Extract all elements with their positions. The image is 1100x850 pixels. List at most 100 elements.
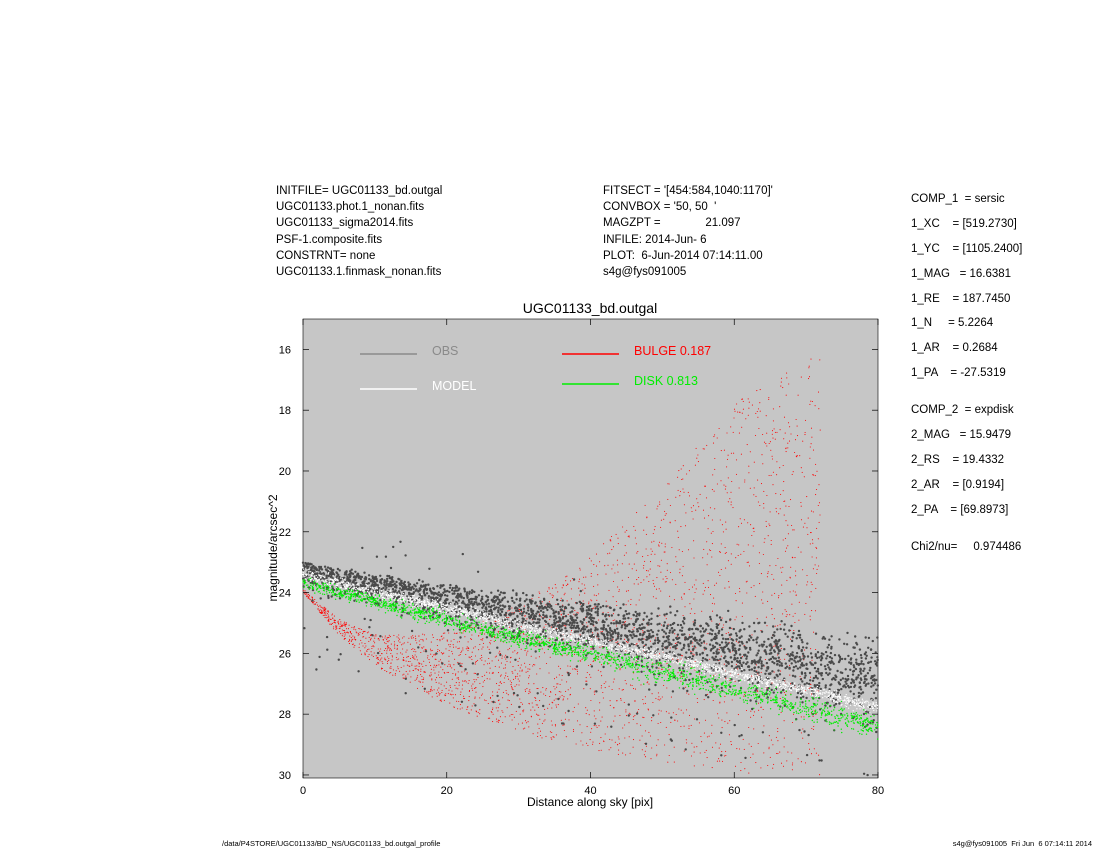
obs-point [848, 661, 851, 664]
bulge-point [431, 656, 434, 658]
bulge-point [414, 648, 416, 650]
bulge-point [715, 582, 717, 584]
bulge-point [571, 630, 573, 632]
bulge-point [457, 708, 459, 710]
bulge-point [647, 554, 649, 557]
obs-point [757, 661, 760, 664]
bulge-point [311, 598, 313, 600]
bulge-point [730, 504, 732, 506]
bulge-point [381, 636, 383, 638]
obs-point [772, 691, 775, 694]
bulge-point [608, 662, 610, 664]
obs-point [357, 576, 360, 579]
obs-point [427, 595, 431, 598]
bulge-point [635, 604, 637, 606]
obs-point [587, 629, 590, 632]
bulge-point [694, 669, 696, 671]
bulge-point [538, 641, 540, 643]
obs-point [650, 617, 653, 620]
bulge-point [582, 589, 584, 591]
obs-point [385, 577, 389, 581]
bulge-point [423, 671, 425, 673]
bulge-point [721, 524, 723, 526]
bulge-point [776, 752, 778, 755]
obs-point [762, 643, 765, 646]
bulge-point [375, 635, 377, 637]
bulge-point [800, 761, 802, 763]
bulge-point [512, 713, 514, 716]
bulge-point [428, 691, 430, 693]
bulge-point [749, 487, 751, 489]
bulge-point [721, 617, 723, 619]
bulge-point [443, 671, 445, 673]
bulge-point [549, 619, 551, 621]
obs-point [575, 601, 578, 605]
bulge-point [343, 623, 345, 625]
bulge-point [465, 653, 467, 656]
obs-point [748, 625, 751, 628]
bulge-point [609, 552, 611, 554]
obs-point [816, 677, 819, 680]
bulge-point [639, 739, 641, 741]
bulge-point [456, 632, 458, 634]
bulge-point [817, 391, 820, 393]
obs-point [592, 635, 596, 638]
bulge-point [506, 692, 508, 694]
bulge-point [779, 658, 781, 660]
bulge-point [537, 723, 539, 725]
bulge-point [513, 716, 515, 718]
obs-point [485, 603, 488, 606]
bulge-point [534, 709, 536, 711]
obs-point [801, 652, 805, 655]
bulge-point [728, 581, 730, 583]
obs-point [361, 581, 364, 584]
obs-point [503, 605, 506, 608]
bulge-point [349, 630, 352, 633]
bulge-point [379, 650, 381, 652]
obs-point [642, 618, 645, 621]
bulge-point [701, 610, 703, 612]
bulge-point [782, 765, 785, 767]
obs-point [707, 696, 710, 699]
bulge-point [449, 646, 451, 648]
obs-point [602, 624, 605, 627]
bulge-point [327, 614, 329, 616]
obs-point [509, 612, 512, 615]
obs-point [565, 620, 568, 623]
obs-point [516, 609, 519, 612]
bulge-point [465, 648, 467, 650]
obs-point [612, 622, 616, 625]
obs-point [445, 598, 448, 602]
bulge-point [813, 474, 815, 476]
bulge-point [810, 532, 812, 534]
bulge-point [388, 649, 391, 651]
bulge-point [548, 703, 550, 705]
bulge-point [463, 670, 465, 672]
bulge-point [506, 707, 508, 709]
bulge-point [810, 400, 812, 402]
bulge-point [585, 713, 587, 715]
obs-point [830, 635, 833, 638]
bulge-point [519, 675, 521, 677]
bulge-point [634, 529, 636, 531]
bulge-point [427, 655, 429, 657]
bulge-point [675, 556, 677, 558]
bulge-point [675, 713, 677, 716]
bulge-point [559, 668, 561, 670]
bulge-point [603, 682, 605, 685]
obs-point [481, 595, 484, 598]
bulge-point [732, 507, 734, 509]
bulge-point [568, 719, 570, 721]
bulge-point [321, 609, 323, 611]
bulge-point [403, 657, 405, 659]
obs-point [766, 696, 769, 699]
bulge-point [519, 670, 521, 672]
bulge-point [434, 672, 436, 674]
obs-point [694, 638, 697, 641]
bulge-point [698, 722, 700, 724]
bulge-point [809, 457, 811, 459]
bulge-point [454, 684, 456, 686]
bulge-point [688, 589, 690, 591]
bulge-point [658, 544, 660, 546]
bulge-point [707, 580, 709, 582]
